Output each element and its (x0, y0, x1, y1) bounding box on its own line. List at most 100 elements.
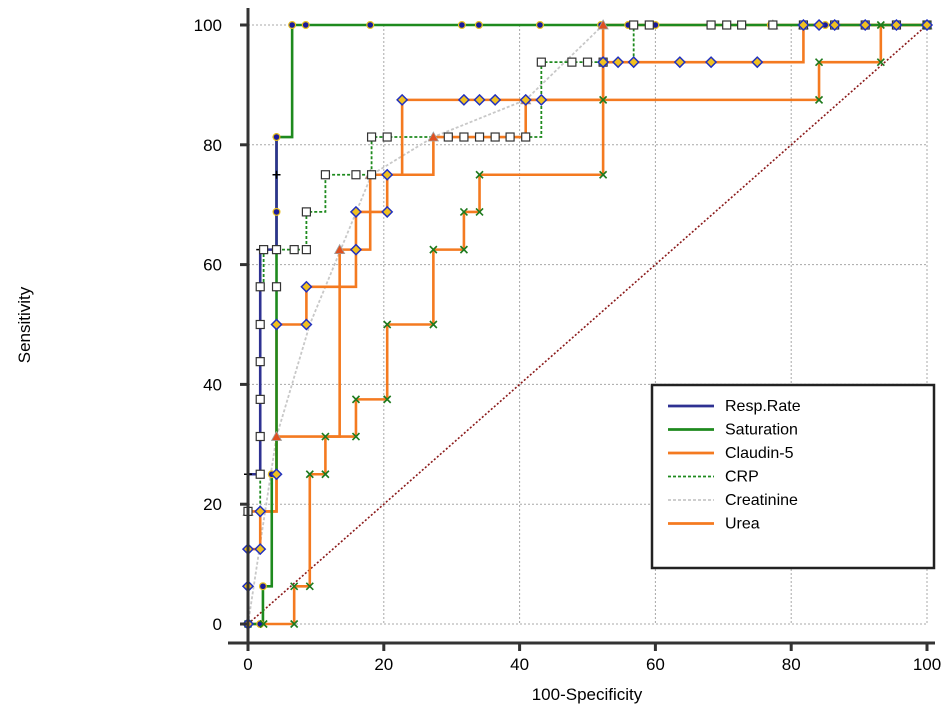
legend-label: Saturation (725, 422, 798, 439)
data-point-open-square (255, 431, 265, 442)
data-point-x (290, 619, 299, 629)
data-point-x (599, 170, 608, 179)
tick-labels: 0 20 40 60 80 100 0 20 40 60 80 100 (194, 16, 942, 674)
data-point-open-square (474, 132, 485, 142)
data-point-open-square (505, 132, 515, 142)
data-point-x (259, 619, 268, 629)
data-point-diamond (457, 93, 470, 106)
data-point-diamond (597, 56, 610, 69)
data-point-open-square (289, 245, 299, 255)
data-point-diamond (254, 543, 267, 556)
legend-label: Creatinine (725, 492, 798, 509)
data-point-open-square (366, 132, 377, 142)
data-point-x (876, 58, 885, 67)
data-point-open-square (768, 20, 778, 30)
data-point-diamond (300, 318, 313, 331)
x-tick-label: 100 (913, 655, 941, 674)
data-point-dot (258, 582, 267, 591)
data-point-open-square (255, 282, 265, 292)
data-point-diamond (349, 243, 363, 256)
legend-label: CRP (725, 469, 759, 486)
data-point-diamond (812, 18, 826, 32)
data-point-open-square (366, 170, 377, 180)
data-point-x (321, 432, 330, 441)
axes (228, 8, 935, 651)
data-point-diamond (627, 56, 640, 69)
y-tick-label: 0 (213, 615, 222, 634)
x-tick-label: 0 (243, 655, 252, 674)
data-point-open-square (737, 20, 747, 30)
legend-label: Urea (725, 516, 760, 533)
data-point-dot (535, 21, 544, 30)
data-point-diamond (489, 93, 502, 106)
data-point-dot (288, 21, 297, 30)
series-line-creatinine (247, 24, 927, 625)
data-point-dot (474, 21, 483, 30)
x-axis-title: 100-Specificity (532, 685, 643, 704)
data-point-x (305, 470, 314, 479)
data-point-x (429, 320, 438, 329)
data-point-open-square (255, 469, 265, 479)
data-point-x (305, 582, 314, 591)
data-point-x (383, 395, 392, 404)
reference-line (247, 24, 928, 625)
data-point-dot (272, 207, 281, 216)
data-point-open-square (301, 245, 311, 255)
data-point-x (459, 207, 468, 216)
y-axis-title: Sensitivity (15, 286, 34, 363)
data-point-open-square (382, 132, 392, 142)
y-tick-label: 20 (203, 495, 222, 514)
data-point-x (351, 395, 361, 404)
data-point-open-square (443, 132, 453, 142)
data-point-open-square (259, 245, 269, 255)
data-point-open-square (490, 132, 500, 142)
data-point-dot (301, 21, 310, 30)
data-point-diamond (705, 56, 718, 69)
data-point-diamond (828, 18, 841, 32)
data-point-open-square (271, 245, 282, 255)
data-point-plus (272, 170, 281, 179)
y-tick-label: 80 (203, 136, 222, 155)
data-point-x (351, 432, 361, 441)
data-point-open-square (629, 20, 639, 30)
data-point-diamond (396, 93, 409, 106)
data-point-diamond (519, 93, 532, 106)
data-point-diamond (920, 18, 934, 32)
data-point-open-square (459, 132, 469, 142)
data-point-open-square (521, 132, 531, 142)
data-point-triangle (427, 131, 440, 142)
data-point-open-square (582, 57, 593, 67)
data-point-x (876, 20, 885, 30)
data-point-open-square (706, 20, 716, 30)
data-point-diamond (859, 18, 872, 32)
data-point-open-square (255, 394, 265, 404)
data-point-diamond (300, 280, 313, 293)
data-point-open-square (567, 57, 577, 67)
data-point-diamond (473, 93, 486, 106)
data-point-open-square (320, 170, 331, 180)
legend: Resp.Rate Saturation Claudin-5 CRP Creatinin… (650, 383, 936, 570)
data-point-x (459, 245, 468, 254)
series-markers (241, 18, 934, 631)
data-point-diamond (270, 468, 283, 481)
data-point-diamond (751, 56, 764, 69)
x-tick-label: 60 (646, 655, 665, 674)
reference-diagonal (247, 24, 928, 625)
x-tick-label: 40 (510, 655, 529, 674)
data-point-diamond (349, 205, 363, 218)
data-point-open-square (722, 20, 732, 30)
data-point-open-square (255, 357, 265, 367)
x-tick-label: 20 (374, 655, 393, 674)
data-point-diamond (611, 56, 625, 69)
data-point-triangle (597, 19, 609, 30)
data-point-diamond (797, 18, 810, 32)
legend-label: Claudin-5 (725, 445, 794, 462)
data-point-dot (272, 133, 281, 142)
data-point-x (321, 470, 330, 479)
data-point-x (814, 95, 824, 104)
data-point-triangle (333, 243, 346, 255)
data-point-x (475, 207, 484, 216)
data-point-open-square (644, 20, 654, 30)
data-point-x (475, 170, 484, 179)
